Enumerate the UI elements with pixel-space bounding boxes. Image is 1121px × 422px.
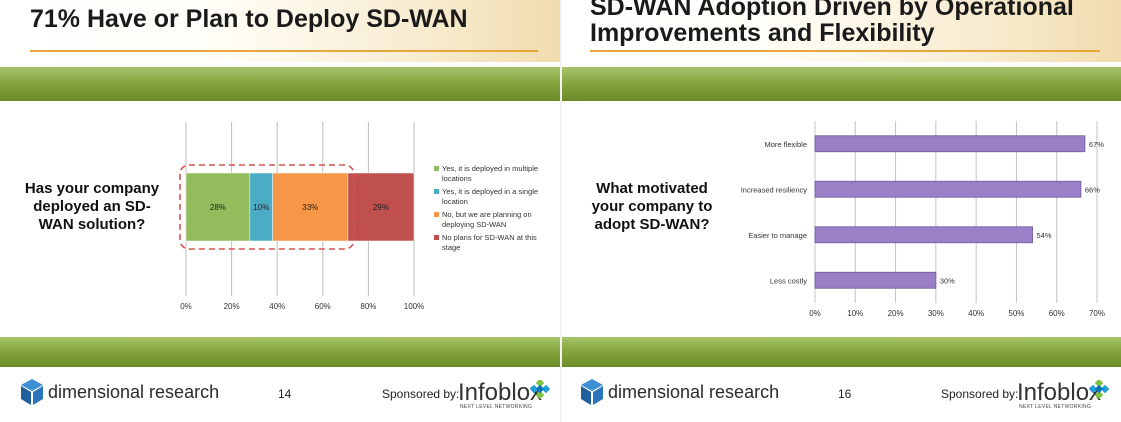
page-number: 14 <box>278 387 292 401</box>
green-band-top <box>562 67 1121 101</box>
slide-divider <box>560 0 562 422</box>
legend-label: locations <box>442 174 472 183</box>
category-label: Increased resiliency <box>741 185 808 194</box>
dimensional-research-logo: dimensional research <box>20 378 219 408</box>
legend-swatch <box>434 189 439 194</box>
category-label: More flexible <box>764 140 807 149</box>
sponsor-block: Sponsored by: Infoblox NEXT LEVEL NETWOR… <box>941 379 1111 410</box>
motivation-bar-chart: 0% 10% 20% 30% 40% 50% 60% 70% More flexible 67% I… <box>741 121 1105 318</box>
stacked-bar-segment <box>272 172 349 242</box>
data-label: 54% <box>1037 231 1052 240</box>
deployment-stacked-bar-chart: 0% 20% 40% 60% 80% 100% 28% 10% 33% 29% Yes, it is… <box>179 122 538 311</box>
x-tick-label: 30% <box>928 309 944 318</box>
stacked-bar-segment <box>185 172 251 242</box>
legend-label: Yes, it is deployed in multiple <box>442 164 538 173</box>
x-tick-label: 40% <box>269 302 285 311</box>
data-label: 10% <box>253 203 269 212</box>
x-tick-label: 100% <box>404 302 424 311</box>
stacked-bar-segment <box>347 172 415 242</box>
category-label: Easier to manage <box>748 231 807 240</box>
data-label: 29% <box>373 203 389 212</box>
question-text: Has your company deployed an SD- WAN sol… <box>8 180 176 234</box>
question-text: What motivated your company to adopt SD-… <box>570 180 734 234</box>
highlight-dashed-outline <box>179 164 355 250</box>
legend-swatch <box>434 166 439 171</box>
infoblox-diamond-icon <box>529 380 551 400</box>
sponsor-block: Sponsored by: Infoblox NEXT LEVEL NETWOR… <box>382 379 552 410</box>
question-line: WAN solution? <box>38 216 146 233</box>
x-tick-label: 20% <box>888 309 904 318</box>
legend-label: deploying SD-WAN <box>442 220 506 229</box>
x-tick-label: 60% <box>1049 309 1065 318</box>
sponsor-label: Sponsored by: <box>382 387 460 401</box>
slide-title: 71% Have or Plan to Deploy SD-WAN <box>30 5 468 33</box>
legend-label: No plans for SD-WAN at this <box>442 233 537 242</box>
x-tick-label: 0% <box>180 302 192 311</box>
x-tick-label: 20% <box>224 302 240 311</box>
title-underline <box>590 50 1100 52</box>
green-band-top <box>0 67 560 101</box>
data-label: 28% <box>210 203 226 212</box>
question-line: What motivated <box>596 180 708 197</box>
question-line: adopt SD-WAN? <box>594 216 710 233</box>
x-tick-label: 50% <box>1008 309 1024 318</box>
title-underline <box>30 50 538 52</box>
slide-16: SD-WAN Adoption Driven by Operational Im… <box>562 0 1121 422</box>
question-line: deployed an SD- <box>33 198 151 215</box>
x-tick-label: 0% <box>809 309 821 318</box>
legend-swatch <box>434 235 439 240</box>
question-line: your company to <box>591 198 713 215</box>
bar <box>814 271 937 289</box>
page-number: 16 <box>838 387 852 401</box>
brand-name: dimensional research <box>48 382 220 402</box>
slide-title: SD-WAN Adoption Driven by Operational Im… <box>590 0 1074 46</box>
title-line-1: SD-WAN Adoption Driven by Operational <box>590 0 1074 21</box>
category-label: Less costly <box>770 276 807 285</box>
green-band-bottom <box>562 337 1121 367</box>
x-tick-label: 80% <box>360 302 376 311</box>
legend-label: No, but we are planning on <box>442 210 532 219</box>
brand-name: dimensional research <box>608 382 780 402</box>
x-tick-label: 10% <box>847 309 863 318</box>
bar <box>814 135 1086 153</box>
legend-swatch <box>434 212 439 217</box>
data-label: 66% <box>1085 185 1100 194</box>
cube-icon <box>581 379 603 405</box>
infoblox-logo: Infoblox <box>458 379 543 406</box>
sponsor-label: Sponsored by: <box>941 387 1019 401</box>
data-label: 30% <box>940 276 955 285</box>
data-label: 67% <box>1089 140 1104 149</box>
x-tick-label: 70% <box>1089 309 1105 318</box>
title-line-2: Improvements and Flexibility <box>590 19 935 47</box>
green-band-bottom <box>0 337 560 367</box>
bar <box>814 226 1033 244</box>
infoblox-diamond-icon <box>1088 380 1110 400</box>
legend-label: stage <box>442 243 460 252</box>
data-label: 33% <box>302 203 318 212</box>
bar <box>814 180 1082 198</box>
cube-icon <box>21 379 43 405</box>
sponsor-tagline: NEXT LEVEL NETWORKING <box>1019 404 1092 410</box>
legend-label: Yes, it is deployed in a single <box>442 187 538 196</box>
x-tick-label: 40% <box>968 309 984 318</box>
x-tick-label: 60% <box>315 302 331 311</box>
slide-14: 71% Have or Plan to Deploy SD-WAN Has yo… <box>0 0 560 422</box>
sponsor-tagline: NEXT LEVEL NETWORKING <box>460 404 533 410</box>
legend-label: location <box>442 197 468 206</box>
dimensional-research-logo: dimensional research <box>580 378 779 408</box>
question-line: Has your company <box>24 180 160 197</box>
infoblox-logo: Infoblox <box>1017 379 1102 406</box>
